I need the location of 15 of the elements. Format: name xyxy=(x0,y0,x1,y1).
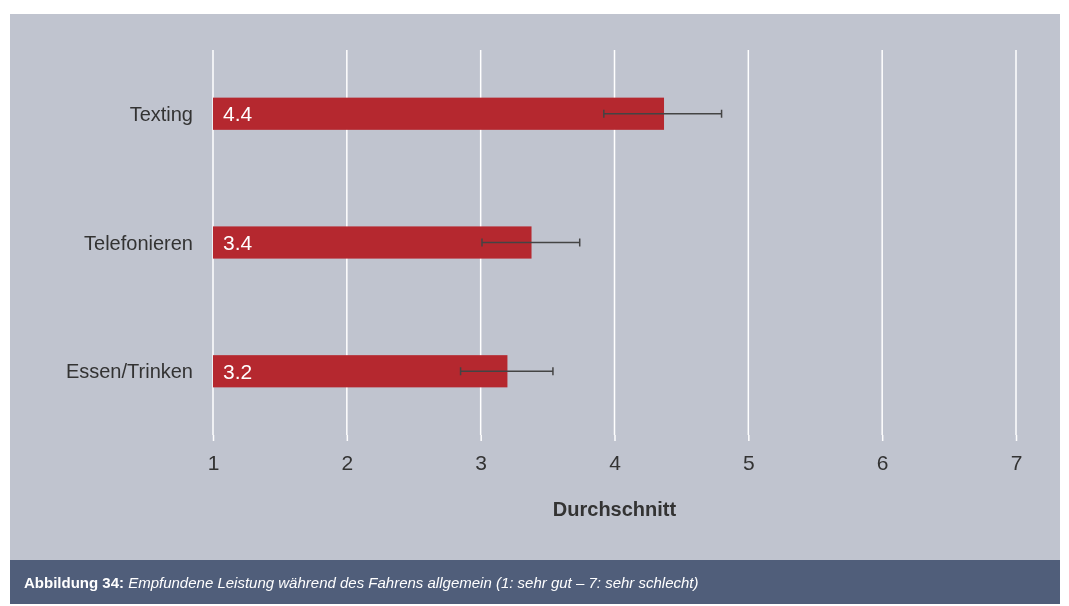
y-tick-label: Telefonieren xyxy=(84,231,193,254)
data-label: 3.4 xyxy=(223,230,253,254)
y-tick-label: Essen/Trinken xyxy=(65,360,193,383)
x-tick-label: 6 xyxy=(876,450,889,474)
data-label: 4.4 xyxy=(223,102,253,126)
x-tick-label: 5 xyxy=(742,450,755,474)
x-tick-label: 2 xyxy=(341,450,354,474)
x-axis-title: Durchschnitt xyxy=(552,498,677,520)
y-tick-label: Texting xyxy=(129,102,193,125)
x-tick-label: 3 xyxy=(475,450,488,474)
text: Abbildung 34: Empfundene Leistung während des Fahrens allgemein (1: sehr gut – 7: sehr schlecht) xyxy=(24,574,699,591)
x-tick-label: 7 xyxy=(1010,450,1023,474)
x-tick-label: 4 xyxy=(609,450,622,474)
data-label: 3.2 xyxy=(223,359,253,383)
x-tick-label: 1 xyxy=(207,450,220,474)
